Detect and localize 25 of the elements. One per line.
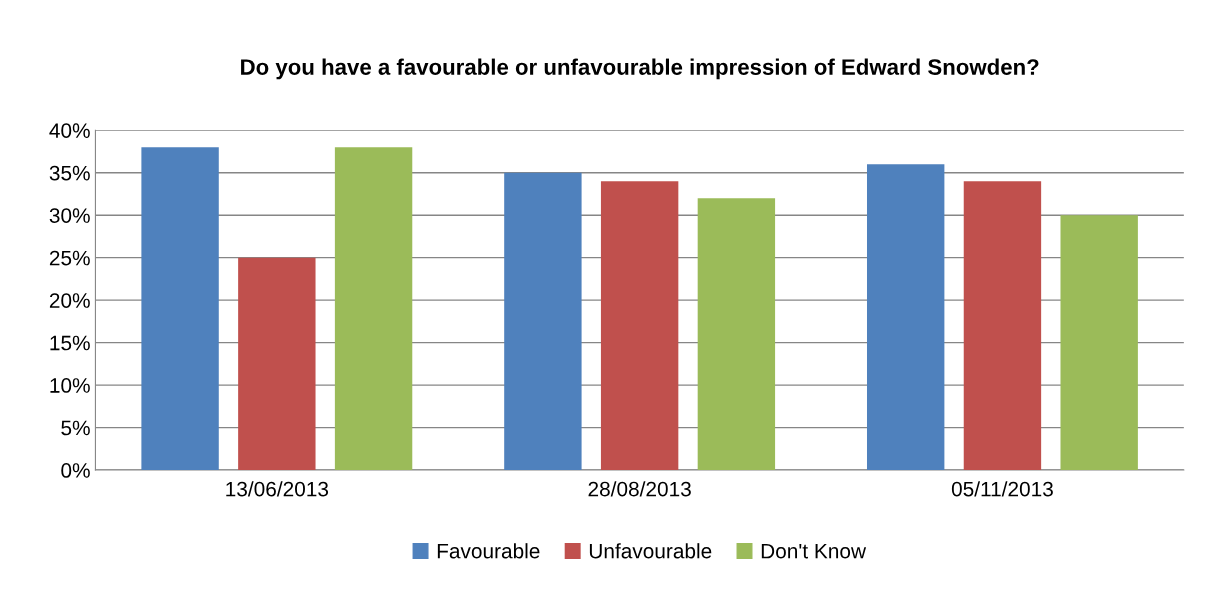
y-tick-label: 25%	[49, 250, 90, 266]
bar	[1060, 215, 1138, 471]
bar	[238, 257, 316, 471]
y-tick-label: 35%	[49, 165, 90, 181]
y-tick-label: 30%	[49, 208, 90, 223]
legend-label: Don't Know	[761, 543, 867, 559]
x-tick-label: 05/11/2013	[951, 481, 1053, 497]
legend-label: Favourable	[437, 543, 540, 559]
chart-title: Do you have a favourable or unfavourable impression of Edward Snowden?	[241, 58, 1039, 80]
y-tick-label: 10%	[50, 378, 90, 393]
bar	[141, 147, 219, 471]
y-tick-label: 40%	[49, 123, 90, 138]
y-tick-label: 15%	[50, 335, 90, 351]
y-tick-label: 0%	[61, 463, 90, 478]
bar	[963, 181, 1042, 471]
y-tick-label: 20%	[49, 293, 90, 308]
x-tick-label: 28/08/2013	[588, 481, 691, 497]
bar	[600, 181, 679, 471]
bar	[697, 198, 776, 471]
y-tick-label: 5%	[61, 420, 90, 436]
bar	[504, 172, 582, 471]
legend-label: Unfavourable	[589, 543, 712, 559]
x-tick-label: 13/06/2013	[226, 481, 329, 497]
bar	[334, 147, 413, 471]
bar	[866, 164, 945, 471]
